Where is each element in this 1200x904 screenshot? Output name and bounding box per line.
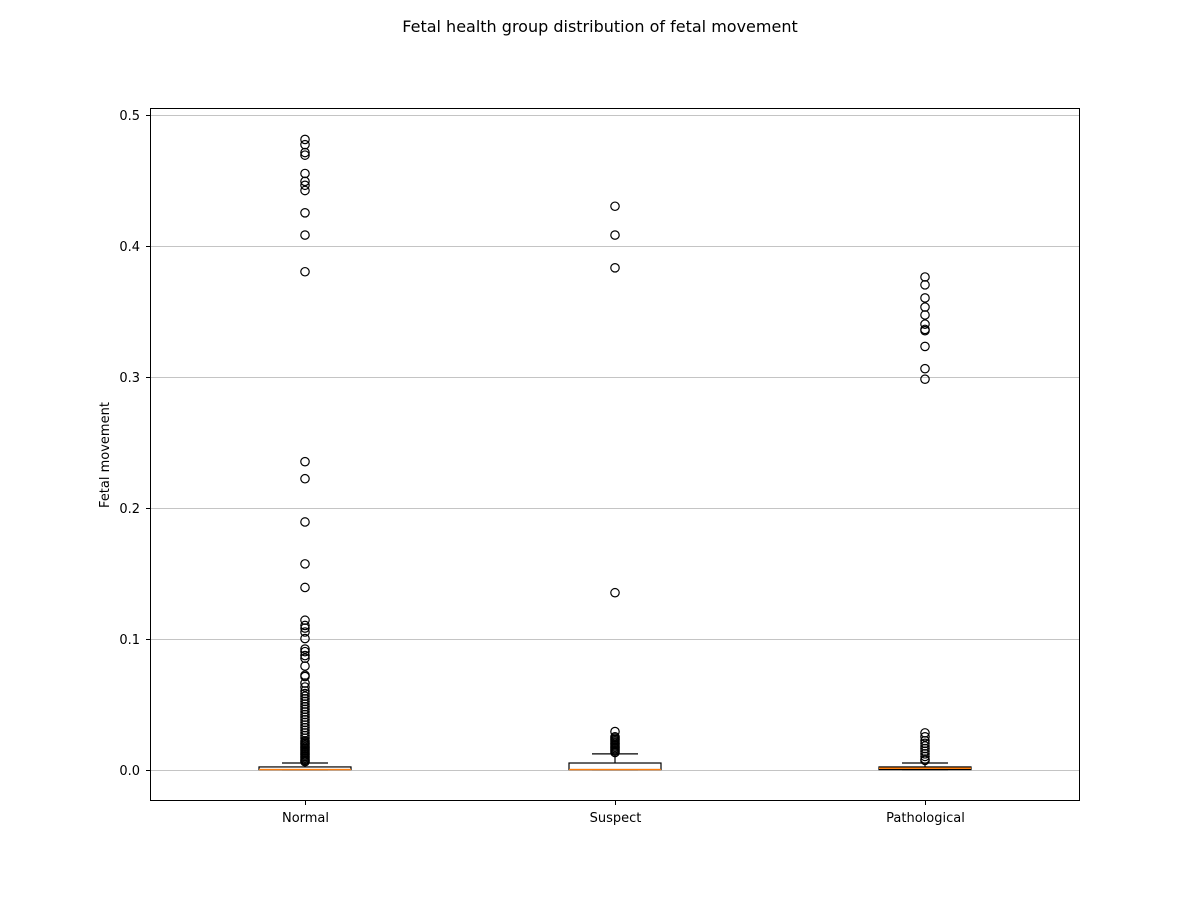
outlier-point (920, 728, 930, 738)
y-tick-label: 0.1 (119, 633, 140, 648)
y-axis-label: Fetal movement (98, 402, 113, 508)
outlier-point (920, 302, 930, 312)
outlier-point (610, 230, 620, 240)
y-tick-label: 0.2 (119, 502, 140, 517)
outlier-point (300, 230, 310, 240)
outlier-point (920, 374, 930, 384)
outlier-point (300, 582, 310, 593)
outlier-point (920, 741, 930, 751)
outlier-point (300, 627, 310, 637)
y-tick-label: 0.3 (119, 371, 140, 386)
outlier-point (300, 650, 310, 661)
outlier-point (610, 732, 620, 742)
outliers-layer (300, 134, 930, 767)
outlier-point (300, 559, 310, 569)
outlier-point (300, 456, 310, 467)
outlier-point (300, 644, 310, 654)
outlier-point (300, 517, 310, 527)
outlier-point (920, 324, 930, 335)
outlier-point (300, 646, 310, 657)
y-tick-label: 0.4 (119, 240, 140, 255)
x-axis-ticks: Normal Suspect Pathological (282, 801, 965, 826)
outlier-point (300, 688, 310, 699)
chart-title: Fetal health group distribution of fetal… (402, 17, 797, 36)
outlier-point (300, 691, 310, 701)
outlier-point (920, 293, 930, 303)
x-tick-label: Pathological (886, 811, 965, 826)
outlier-point (300, 139, 310, 150)
outlier-point (300, 620, 310, 631)
outlier-point (300, 150, 310, 160)
outlier-point (610, 201, 620, 212)
outlier-point (300, 615, 310, 626)
outlier-point (300, 168, 310, 179)
outlier-point (920, 272, 930, 282)
plot-area-frame (150, 108, 1080, 801)
outlier-point (300, 134, 310, 145)
outlier-point (920, 363, 930, 374)
outlier-point (300, 180, 310, 191)
outlier-point (300, 185, 310, 196)
outlier-point (300, 670, 310, 681)
outlier-point (610, 263, 620, 273)
y-tick-label: 0.0 (119, 764, 140, 779)
y-axis-ticks: 0.0 0.1 0.2 0.3 0.4 0.5 (119, 109, 150, 779)
outlier-point (920, 732, 930, 742)
outlier-point (300, 633, 310, 644)
outlier-point (920, 319, 930, 329)
outlier-point (920, 738, 930, 749)
outlier-point (300, 266, 310, 277)
outlier-point (300, 682, 310, 692)
outlier-point (300, 208, 310, 218)
outlier-point (300, 653, 310, 664)
x-tick-label: Suspect (590, 811, 642, 826)
outlier-point (610, 726, 620, 737)
outlier-point (300, 473, 310, 484)
outlier-point (920, 341, 930, 352)
outlier-point (610, 587, 620, 598)
box-normal (258, 762, 352, 771)
x-tick-label: Normal (282, 811, 329, 826)
y-tick-label: 0.5 (119, 109, 140, 124)
grid-lines (150, 115, 1080, 771)
